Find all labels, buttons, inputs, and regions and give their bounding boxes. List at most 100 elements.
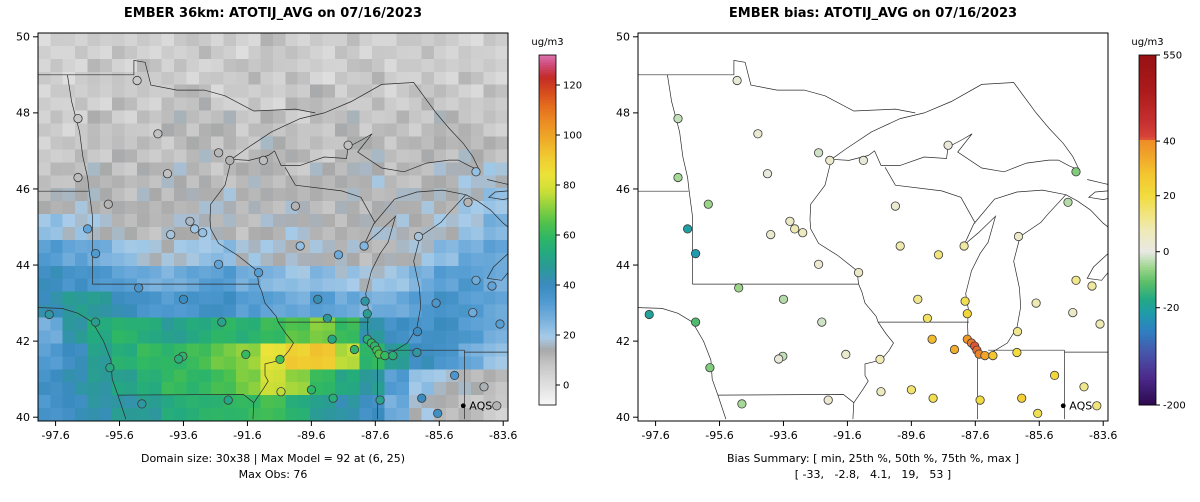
- raster-cell: [174, 188, 187, 202]
- raster-cell: [322, 110, 336, 124]
- y-axis-tick-label: 50: [16, 31, 30, 44]
- raster-cell: [458, 304, 472, 318]
- colorbar-swatch: [1139, 395, 1156, 398]
- raster-cell: [384, 382, 398, 396]
- raster-cell: [62, 265, 76, 280]
- colorbar-swatch: [539, 180, 556, 183]
- colorbar-tick-label: 20: [563, 331, 576, 342]
- raster-cell: [161, 252, 175, 267]
- raster-cell: [99, 239, 113, 254]
- raster-cell: [359, 71, 373, 86]
- bias-map-title: EMBER bias: ATOTIJ_AVG on 07/16/2023: [728, 6, 1018, 21]
- colorbar-swatch: [539, 57, 556, 61]
- colorbar-swatch: [539, 190, 556, 193]
- raster-cell: [396, 58, 410, 73]
- raster-cell: [273, 110, 286, 124]
- raster-cell: [223, 175, 237, 189]
- raster-cell: [297, 162, 311, 176]
- colorbar-swatch: [539, 202, 556, 206]
- raster-cell: [310, 188, 323, 202]
- x-axis-tick-label: -83.6: [489, 429, 517, 442]
- site-marker: [906, 385, 916, 395]
- raster-cell: [396, 188, 410, 202]
- raster-cell: [235, 162, 249, 176]
- aqs-legend-label: AQS: [469, 399, 492, 412]
- raster-cell: [495, 33, 508, 47]
- raster-cell: [347, 71, 360, 86]
- raster-cell: [458, 123, 472, 137]
- raster-cell: [310, 123, 323, 137]
- raster-cell: [433, 317, 447, 331]
- raster-cell: [62, 162, 76, 176]
- raster-cell: [149, 278, 163, 293]
- raster-cell: [310, 408, 323, 421]
- raster-cell: [62, 33, 76, 47]
- raster-cell: [62, 356, 76, 370]
- raster-cell: [50, 408, 64, 421]
- raster-cell: [273, 71, 286, 86]
- raster-cell: [483, 84, 496, 99]
- raster-cell: [62, 369, 76, 383]
- raster-cell: [174, 175, 187, 189]
- colorbar-swatch: [1139, 202, 1156, 206]
- raster-cell: [470, 408, 484, 421]
- raster-cell: [75, 123, 88, 137]
- raster-cell: [260, 58, 274, 73]
- raster-cell: [322, 45, 336, 60]
- colorbar-swatch: [1139, 265, 1156, 268]
- raster-cell: [322, 175, 336, 189]
- raster-cell: [396, 252, 410, 267]
- raster-cell: [75, 149, 88, 163]
- raster-cell: [396, 265, 410, 280]
- colorbar-swatch: [1139, 185, 1156, 188]
- colorbar-swatch: [539, 95, 556, 98]
- raster-cell: [87, 149, 101, 163]
- raster-cell: [421, 84, 435, 99]
- colorbar-swatch: [539, 347, 556, 351]
- raster-cell: [446, 188, 459, 202]
- raster-cell: [62, 278, 76, 293]
- raster-cell: [198, 304, 212, 318]
- colorbar-swatch: [1139, 227, 1156, 231]
- raster-cell: [470, 97, 484, 111]
- raster-cell: [371, 71, 385, 86]
- site-marker: [875, 354, 885, 364]
- raster-cell: [161, 214, 175, 228]
- raster-cell: [99, 343, 113, 357]
- site-marker: [691, 249, 701, 259]
- raster-cell: [124, 369, 138, 383]
- raster-cell: [87, 265, 101, 280]
- colorbar-swatch: [1139, 400, 1156, 403]
- colorbar-swatch: [1139, 262, 1156, 266]
- raster-cell: [174, 201, 187, 215]
- raster-cell: [198, 188, 212, 202]
- raster-cell: [371, 356, 385, 370]
- raster-cell: [470, 291, 484, 305]
- raster-cell: [359, 356, 373, 370]
- raster-cell: [50, 382, 64, 396]
- colorbar-swatch: [1139, 107, 1156, 111]
- raster-cell: [347, 227, 360, 241]
- raster-cell: [248, 110, 261, 124]
- raster-cell: [198, 110, 212, 124]
- raster-cell: [334, 356, 348, 370]
- colorbar-swatch: [1139, 317, 1156, 321]
- colorbar-swatch: [1139, 370, 1156, 373]
- colorbar-swatch: [1139, 402, 1156, 406]
- raster-cell: [273, 214, 286, 228]
- raster-cell: [50, 45, 64, 60]
- raster-cell: [433, 382, 447, 396]
- colorbar-swatch: [539, 177, 556, 181]
- raster-cell: [186, 123, 200, 137]
- site-marker: [132, 75, 142, 86]
- raster-cell: [273, 239, 286, 254]
- raster-cell: [396, 110, 410, 124]
- raster-cell: [495, 343, 508, 357]
- raster-cell: [310, 175, 323, 189]
- raster-cell: [396, 239, 410, 254]
- raster-cell: [384, 291, 398, 305]
- raster-cell: [446, 175, 459, 189]
- raster-cell: [87, 136, 101, 150]
- raster-cell: [99, 136, 113, 150]
- colorbar-swatch: [1139, 122, 1156, 126]
